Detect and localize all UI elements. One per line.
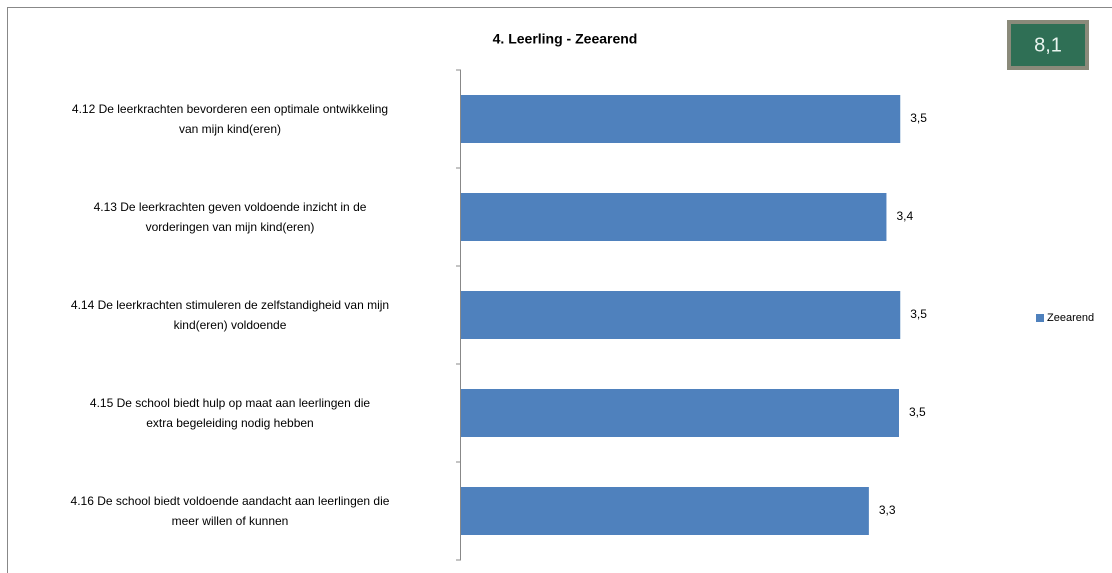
data-label: 3,5: [909, 405, 926, 419]
y-tick-label: extra begeleiding nodig hebben: [146, 416, 313, 430]
score: 8,1: [1034, 34, 1062, 56]
y-tick-label: kind(eren) voldoende: [174, 318, 287, 332]
data-label: 3,3: [879, 503, 896, 517]
bar: [461, 95, 901, 143]
bar: [461, 291, 901, 339]
chart-title: 4. Leerling - Zeearend: [493, 31, 638, 47]
y-tick-label: vorderingen van mijn kind(eren): [146, 220, 315, 234]
bar: [461, 487, 869, 535]
score-badge: 8,1: [1007, 20, 1089, 70]
data-label: 3,4: [896, 209, 913, 223]
y-tick-label: van mijn kind(eren): [179, 122, 281, 136]
y-tick-label: 4.16 De school biedt voldoende aandacht …: [71, 494, 390, 508]
legend-label: Zeearend: [1047, 312, 1094, 324]
y-tick-label: 4.14 De leerkrachten stimuleren de zelfs…: [71, 298, 389, 312]
y-tick-label: meer willen of kunnen: [172, 514, 289, 528]
bar: [461, 193, 887, 241]
data-label: 3,5: [910, 111, 927, 125]
data-label: 3,5: [910, 307, 927, 321]
y-tick-label: 4.12 De leerkrachten bevorderen een opti…: [72, 102, 388, 116]
legend-swatch: [1036, 314, 1044, 322]
y-tick-label: 4.15 De school biedt hulp op maat aan le…: [90, 396, 371, 410]
y-tick-label: 4.13 De leerkrachten geven voldoende inz…: [94, 200, 367, 214]
bar: [461, 389, 899, 437]
badge-board: [1011, 24, 1085, 66]
